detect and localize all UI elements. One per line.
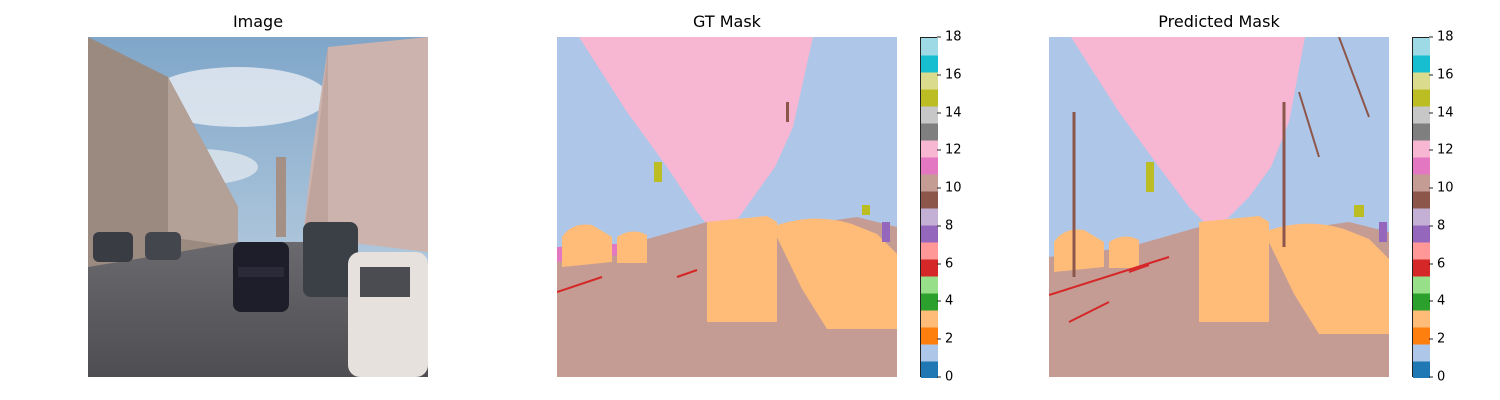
colorbar-bin bbox=[1413, 327, 1430, 345]
colorbar-bin bbox=[921, 259, 938, 277]
colorbar-bin bbox=[1413, 38, 1430, 56]
gt-colorbar-ticks: 0 2 4 6 8 10 12 14 16 18 bbox=[937, 31, 977, 384]
pred-building-region bbox=[1071, 37, 1305, 227]
gt-sign-region bbox=[654, 162, 662, 182]
colorbar-tick-label: 2 bbox=[937, 333, 953, 346]
colorbar-tick-label: 4 bbox=[1429, 295, 1445, 308]
colorbar-bin bbox=[921, 361, 938, 378]
colorbar-bin bbox=[1413, 106, 1430, 124]
colorbar-bin bbox=[921, 123, 938, 141]
colorbar-bin bbox=[921, 157, 938, 175]
pred-pole-region bbox=[1298, 91, 1320, 158]
colorbar-tick-label: 2 bbox=[1429, 333, 1445, 346]
colorbar-bin bbox=[921, 327, 938, 345]
colorbar-bin bbox=[921, 191, 938, 209]
colorbar-bin bbox=[1413, 174, 1430, 192]
gt-lane-line bbox=[557, 276, 603, 293]
colorbar-tick-label: 6 bbox=[1429, 257, 1445, 270]
colorbar-tick-label: 0 bbox=[1429, 371, 1445, 384]
gt-vegetation-region bbox=[882, 222, 890, 242]
gt-car-region bbox=[562, 216, 897, 329]
colorbar-tick-label: 18 bbox=[1429, 31, 1454, 44]
colorbar-bin bbox=[1413, 361, 1430, 378]
pred-colorbar-ticks: 0 2 4 6 8 10 12 14 16 18 bbox=[1429, 31, 1469, 384]
gt-lane-line bbox=[676, 269, 698, 278]
colorbar-bin bbox=[1413, 259, 1430, 277]
colorbar-bin bbox=[1413, 242, 1430, 260]
colorbar-bin bbox=[921, 344, 938, 362]
colorbar-bin bbox=[921, 293, 938, 311]
colorbar-bin bbox=[1413, 191, 1430, 209]
colorbar-tick-label: 6 bbox=[937, 257, 953, 270]
colorbar-bin bbox=[921, 72, 938, 90]
pred-lane-line bbox=[1068, 301, 1110, 323]
pred-lane-line bbox=[1128, 264, 1150, 273]
image-title: Image bbox=[232, 12, 284, 31]
gt-mask bbox=[557, 37, 897, 377]
pred-car-region bbox=[1054, 216, 1389, 334]
colorbar-bin bbox=[1413, 208, 1430, 226]
colorbar-bin bbox=[1413, 310, 1430, 328]
colorbar-bin bbox=[921, 55, 938, 73]
pred-pole-region bbox=[1338, 37, 1370, 118]
colorbar-bin bbox=[921, 208, 938, 226]
pred-colorbar bbox=[1412, 37, 1430, 378]
pred-lane-line bbox=[1049, 256, 1170, 296]
colorbar-bin bbox=[1413, 344, 1430, 362]
pred-sign-region bbox=[1354, 205, 1364, 217]
colorbar-bin bbox=[921, 140, 938, 158]
colorbar-tick-label: 14 bbox=[1429, 106, 1454, 119]
colorbar-bin bbox=[1413, 123, 1430, 141]
pred-sign-region bbox=[1146, 162, 1154, 192]
gt-colorbar bbox=[920, 37, 938, 378]
colorbar-tick-label: 0 bbox=[937, 371, 953, 384]
colorbar-tick-label: 4 bbox=[937, 295, 953, 308]
colorbar-tick-label: 14 bbox=[937, 106, 962, 119]
colorbar-tick-label: 18 bbox=[937, 31, 962, 44]
colorbar-tick-label: 8 bbox=[1429, 219, 1445, 232]
colorbar-tick-label: 16 bbox=[1429, 68, 1454, 81]
street-photo bbox=[88, 37, 428, 377]
colorbar-bin bbox=[1413, 55, 1430, 73]
colorbar-tick-label: 16 bbox=[937, 68, 962, 81]
colorbar-tick-label: 12 bbox=[1429, 144, 1454, 157]
colorbar-bin bbox=[921, 242, 938, 260]
colorbar-bin bbox=[921, 276, 938, 294]
colorbar-bin bbox=[1413, 140, 1430, 158]
pred-vegetation-region bbox=[1379, 222, 1387, 242]
predicted-mask-title: Predicted Mask bbox=[1158, 12, 1280, 31]
colorbar-bin bbox=[1413, 72, 1430, 90]
colorbar-bin bbox=[921, 106, 938, 124]
gt-mask-title: GT Mask bbox=[693, 12, 761, 31]
colorbar-bin bbox=[1413, 157, 1430, 175]
colorbar-bin bbox=[921, 225, 938, 243]
colorbar-tick-label: 12 bbox=[937, 144, 962, 157]
colorbar-tick-label: 8 bbox=[937, 219, 953, 232]
gt-sign-region bbox=[862, 205, 870, 215]
colorbar-bin bbox=[921, 89, 938, 107]
gt-pole-region bbox=[786, 102, 789, 122]
colorbar-bin bbox=[921, 38, 938, 56]
colorbar-bin bbox=[1413, 293, 1430, 311]
colorbar-bin bbox=[921, 174, 938, 192]
colorbar-bin bbox=[1413, 89, 1430, 107]
gt-building-region bbox=[579, 37, 813, 237]
colorbar-tick-label: 10 bbox=[937, 182, 962, 195]
colorbar-bin bbox=[1413, 276, 1430, 294]
colorbar-bin bbox=[921, 310, 938, 328]
predicted-mask bbox=[1049, 37, 1389, 377]
colorbar-bin bbox=[1413, 225, 1430, 243]
colorbar-tick-label: 10 bbox=[1429, 182, 1454, 195]
